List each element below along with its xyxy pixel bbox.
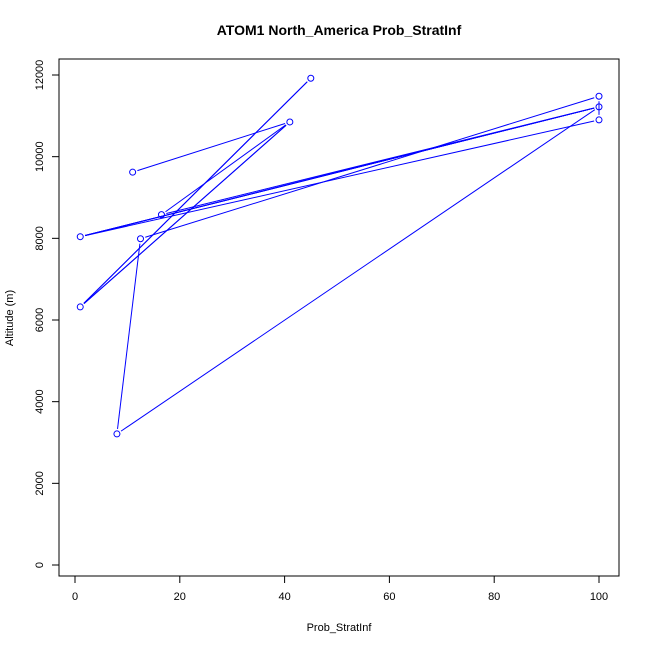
x-tick-label: 60 bbox=[383, 591, 395, 603]
y-axis-label: Altitude (m) bbox=[4, 290, 16, 346]
series-line-segment bbox=[83, 124, 287, 304]
x-axis-label: Prob_StratInf bbox=[307, 622, 373, 634]
series-line-segment bbox=[145, 97, 595, 238]
data-point bbox=[76, 233, 84, 241]
series-lines bbox=[83, 81, 600, 432]
x-tick-label: 0 bbox=[72, 591, 78, 603]
y-tick-label: 8000 bbox=[34, 226, 46, 250]
y-tick-label: 10000 bbox=[34, 141, 46, 172]
data-point bbox=[113, 430, 121, 438]
x-tick-label: 80 bbox=[488, 591, 500, 603]
x-tick-label: 40 bbox=[278, 591, 290, 603]
series-line-segment bbox=[165, 124, 287, 213]
plot-frame bbox=[58, 58, 620, 577]
x-tick-label: 20 bbox=[174, 591, 186, 603]
data-point bbox=[595, 103, 603, 111]
series-line-segment bbox=[120, 109, 596, 432]
data-point bbox=[76, 303, 84, 311]
y-tick-label: 2000 bbox=[34, 471, 46, 495]
data-point bbox=[129, 168, 137, 176]
x-tick-label: 100 bbox=[590, 591, 608, 603]
y-tick-label: 6000 bbox=[34, 308, 46, 332]
data-point bbox=[157, 211, 165, 219]
y-tick-label: 0 bbox=[34, 562, 46, 568]
data-point bbox=[286, 118, 294, 126]
data-point bbox=[595, 92, 603, 100]
chart-title: ATOM1 North_America Prob_StratInf bbox=[217, 22, 462, 38]
data-point bbox=[595, 116, 603, 124]
series-line-segment bbox=[137, 123, 286, 172]
series-line-segment bbox=[117, 243, 141, 430]
series-line-segment bbox=[85, 120, 595, 237]
y-tick-label: 12000 bbox=[34, 60, 46, 91]
series-line-segment bbox=[83, 81, 308, 304]
series-line-segment bbox=[84, 107, 595, 236]
data-point bbox=[307, 74, 315, 82]
y-tick-label: 4000 bbox=[34, 389, 46, 413]
data-point bbox=[137, 235, 144, 243]
series-points bbox=[76, 74, 603, 438]
